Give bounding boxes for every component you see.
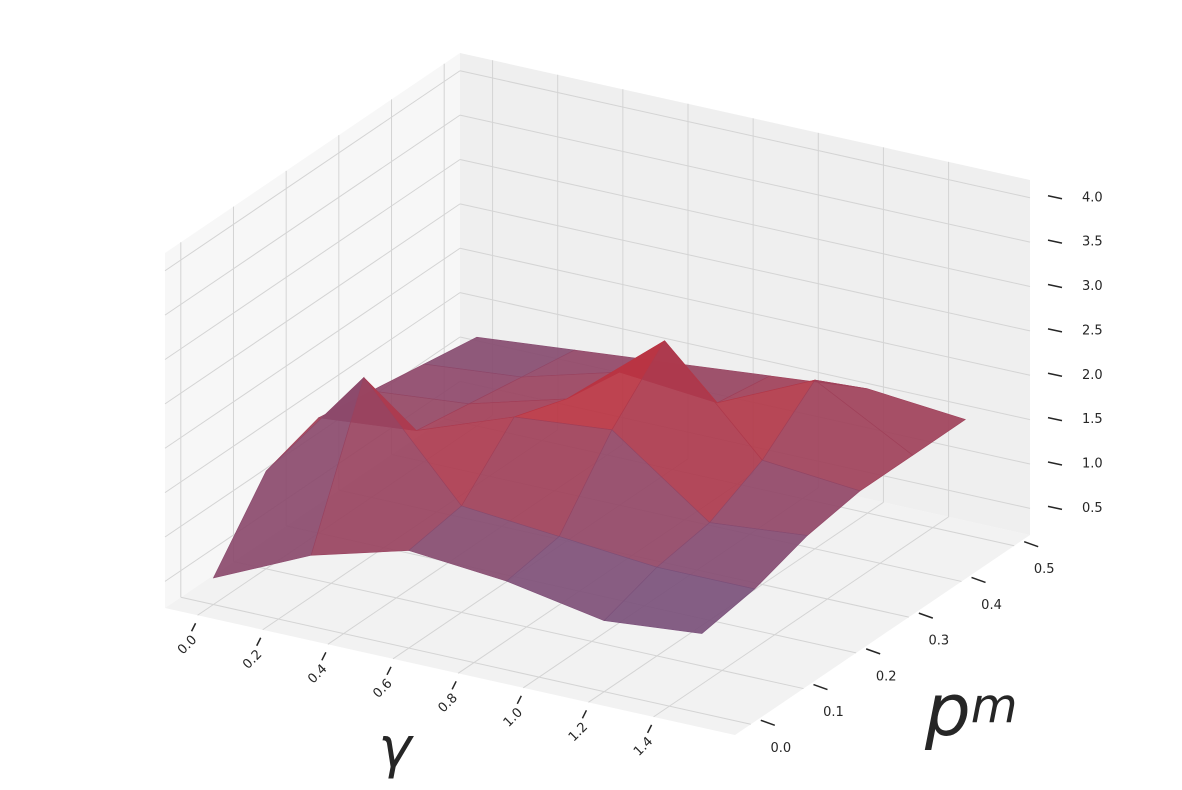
y-tick-label: 0.2 [876, 669, 897, 684]
grid-line [164, 203, 461, 405]
x-tick [256, 637, 262, 647]
x-tick-label: 1.0 [501, 705, 526, 730]
x-tick-label: 0.2 [240, 647, 265, 672]
grid-line [233, 561, 804, 690]
y-tick-label: 0.3 [928, 634, 949, 649]
grid-line [459, 247, 1031, 376]
x-axis-label: γ [378, 716, 414, 781]
y-tick-label: 0.1 [823, 705, 844, 720]
x-tick-label: 0.6 [370, 676, 395, 701]
y-tick [918, 612, 934, 619]
y-tick [971, 576, 986, 584]
grid-line [459, 159, 1031, 287]
y-tick [1023, 541, 1039, 548]
x-tick-label: 0.0 [175, 633, 200, 658]
grid-line [164, 159, 461, 360]
y-axis-label: pm [924, 668, 1017, 752]
z-tick-label: 1.0 [1082, 457, 1103, 472]
grid-line [164, 70, 461, 272]
z-tick [1047, 461, 1063, 466]
z-tick-label: 0.5 [1082, 501, 1103, 516]
x-tick-label: 0.4 [305, 662, 330, 687]
z-tick-label: 1.5 [1082, 412, 1103, 427]
z-tick [1047, 239, 1063, 244]
grid-line [459, 114, 1031, 243]
y-tick-label: 0.0 [770, 741, 791, 756]
grid-line [459, 70, 1031, 199]
z-tick [1047, 505, 1063, 511]
grid-line [459, 203, 1031, 332]
x-tick [646, 724, 653, 734]
grid-line [459, 292, 1031, 421]
x-tick [190, 622, 197, 632]
y-axis-label-base: p [924, 668, 971, 752]
left-pane [165, 53, 460, 608]
z-tick [1047, 328, 1063, 333]
z-tick-label: 2.5 [1082, 323, 1103, 338]
z-tick-label: 3.0 [1082, 279, 1103, 294]
y-axis-label-sub: m [971, 678, 1018, 734]
grid-line [180, 596, 751, 725]
grid-line [164, 114, 461, 316]
y-tick [760, 719, 776, 726]
z-tick-label: 4.0 [1082, 190, 1103, 205]
z-tick-label: 2.0 [1082, 368, 1103, 383]
y-tick [813, 683, 828, 691]
x-tick-label: 0.8 [436, 691, 461, 716]
x-tick-label: 1.2 [566, 720, 591, 745]
x-tick [321, 651, 327, 661]
x-tick [516, 695, 522, 705]
z-tick-label: 3.5 [1082, 235, 1103, 250]
y-tick-label: 0.5 [1034, 562, 1055, 577]
y-tick-label: 0.4 [981, 598, 1002, 613]
x-tick [451, 680, 457, 690]
x-tick [386, 666, 392, 676]
z-tick [1047, 283, 1063, 289]
x-tick [581, 710, 588, 719]
x-tick-label: 1.4 [631, 734, 656, 759]
z-tick [1047, 372, 1063, 377]
y-tick [865, 648, 881, 655]
grid-line [164, 247, 461, 449]
grid-line [653, 516, 949, 718]
surface-patch [603, 566, 756, 634]
z-tick [1047, 195, 1063, 200]
z-tick [1047, 416, 1063, 422]
grid-line [164, 292, 461, 494]
